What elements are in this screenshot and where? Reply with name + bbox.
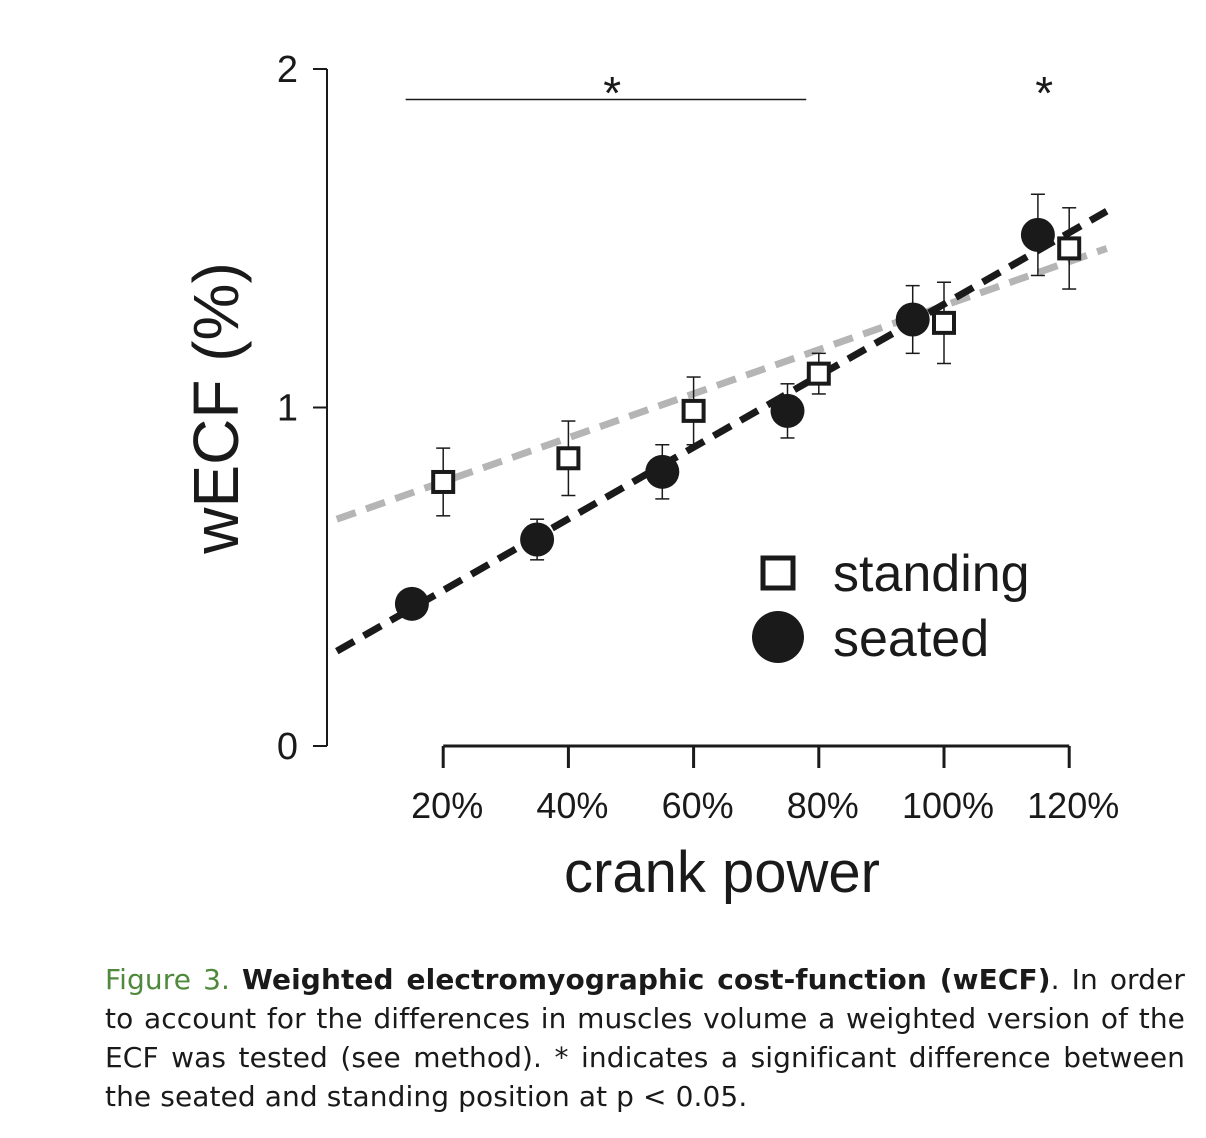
figure-caption: Figure 3. Weighted electromyographic cos… xyxy=(105,960,1185,1116)
data-point-standing xyxy=(431,469,456,494)
y-tick-label: 2 xyxy=(277,49,298,91)
data-point-seated xyxy=(770,393,805,428)
trend-lines xyxy=(335,208,1109,655)
significance-asterisk: * xyxy=(603,67,621,119)
data-point-seated xyxy=(394,586,429,621)
caption-body: . In order to account for the difference… xyxy=(105,963,1185,1113)
data-point-standing xyxy=(556,446,581,471)
trend-line-seated xyxy=(335,208,1109,655)
x-tick-label: 60% xyxy=(662,785,734,826)
legend: standing seated xyxy=(752,545,1030,668)
data-point-standing xyxy=(932,310,956,335)
y-tick-label: 0 xyxy=(277,726,298,768)
x-tick-label: 100% xyxy=(902,785,994,826)
x-tick-label: 120% xyxy=(1027,785,1119,826)
data-point-standing xyxy=(806,361,831,386)
caption-title: Weighted electromyographic cost-function… xyxy=(242,963,1051,996)
x-tick-label: 80% xyxy=(787,785,859,826)
data-point-seated xyxy=(645,454,680,489)
x-axis-label: crank power xyxy=(564,840,880,905)
data-point-seated xyxy=(520,522,555,557)
data-markers xyxy=(394,193,1082,621)
data-point-seated xyxy=(1020,217,1055,252)
legend-label-standing: standing xyxy=(833,545,1030,603)
x-tick-label: 40% xyxy=(536,785,608,826)
caption-label: Figure 3. xyxy=(105,963,231,996)
data-point-seated xyxy=(895,302,930,337)
data-point-standing xyxy=(1057,236,1082,261)
axes: 0 1 2 20% 40% 60% 80% 100% 120% xyxy=(277,49,1119,826)
trend-line-standing xyxy=(335,245,1108,523)
legend-label-seated: seated xyxy=(833,610,989,668)
significance-annotations: * * xyxy=(405,67,1053,119)
data-point-standing xyxy=(681,398,706,423)
significance-asterisk: * xyxy=(1035,67,1053,119)
legend-marker-standing xyxy=(760,555,796,591)
y-tick-label: 1 xyxy=(277,388,298,430)
y-axis-label: wECF (%) xyxy=(180,262,252,555)
x-tick-label: 20% xyxy=(411,785,483,826)
legend-marker-seated xyxy=(752,611,804,663)
